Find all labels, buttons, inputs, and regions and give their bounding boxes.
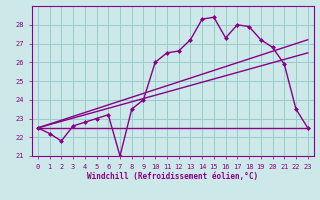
X-axis label: Windchill (Refroidissement éolien,°C): Windchill (Refroidissement éolien,°C) [87,172,258,181]
